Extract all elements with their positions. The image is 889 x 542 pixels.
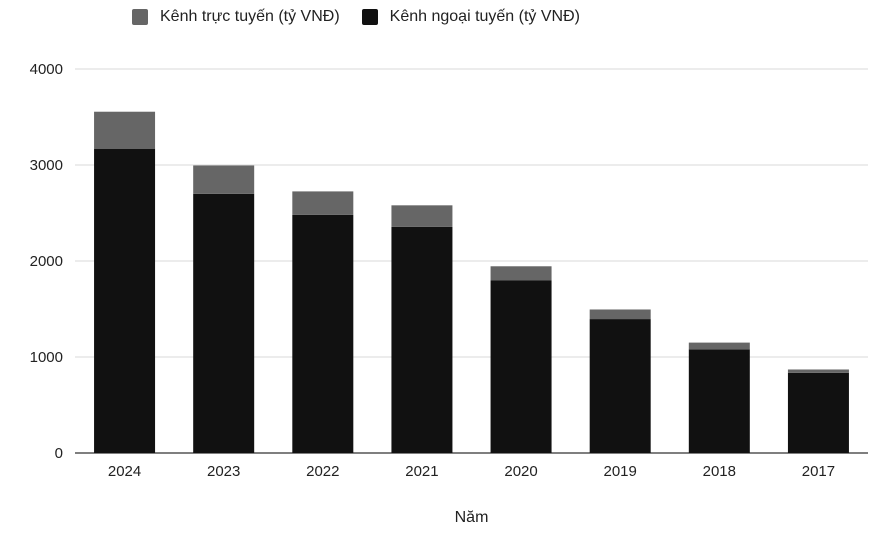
legend-swatch-offline <box>361 9 378 25</box>
legend-swatch-online <box>132 9 148 25</box>
bar-online-2020[interactable] <box>490 266 552 281</box>
bar-offline-2021[interactable] <box>391 226 453 453</box>
bar-offline-2018[interactable] <box>688 349 750 453</box>
y-tick-label: 1000 <box>30 349 63 366</box>
legend-label-offline: Kênh ngoại tuyến (tỷ VNĐ) <box>389 8 580 25</box>
bar-online-2022[interactable] <box>292 191 354 215</box>
y-tick-label: 4000 <box>30 61 63 78</box>
bar-offline-2024[interactable] <box>94 148 156 453</box>
bar-offline-2020[interactable] <box>490 280 552 453</box>
x-tick-label: 2021 <box>405 463 438 480</box>
x-tick-label: 2019 <box>604 463 637 480</box>
chart-legend: Kênh trực tuyến (tỷ VNĐ) Kênh ngoại tuyế… <box>132 8 580 26</box>
bar-online-2021[interactable] <box>391 205 453 227</box>
bar-offline-2023[interactable] <box>193 193 255 454</box>
legend-label-online: Kênh trực tuyến (tỷ VNĐ) <box>160 8 340 25</box>
y-axis-ticks: 0 1000 2000 3000 4000 <box>30 61 63 462</box>
bar-online-2023[interactable] <box>193 165 255 194</box>
bar-offline-2022[interactable] <box>292 214 354 453</box>
x-axis-ticks: 2024 2023 2022 2021 2020 2019 2018 2017 <box>108 463 835 480</box>
y-tick-label: 0 <box>55 445 63 462</box>
bar-online-2024[interactable] <box>94 111 156 149</box>
x-axis-title: Năm <box>455 509 489 526</box>
legend-item-offline[interactable]: Kênh ngoại tuyến (tỷ VNĐ) <box>361 8 580 26</box>
bar-online-2017[interactable] <box>787 369 849 373</box>
x-tick-label: 2020 <box>504 463 537 480</box>
bars <box>94 111 849 454</box>
y-tick-label: 3000 <box>30 157 63 174</box>
bar-online-2019[interactable] <box>589 309 651 320</box>
bar-offline-2019[interactable] <box>589 319 651 453</box>
bar-offline-2017[interactable] <box>787 372 849 453</box>
legend-item-online[interactable]: Kênh trực tuyến (tỷ VNĐ) <box>132 8 340 26</box>
x-tick-label: 2022 <box>306 463 339 480</box>
x-tick-label: 2024 <box>108 463 141 480</box>
x-tick-label: 2018 <box>703 463 736 480</box>
x-tick-label: 2017 <box>802 463 835 480</box>
bar-online-2018[interactable] <box>688 342 750 350</box>
x-tick-label: 2023 <box>207 463 240 480</box>
y-tick-label: 2000 <box>30 253 63 270</box>
